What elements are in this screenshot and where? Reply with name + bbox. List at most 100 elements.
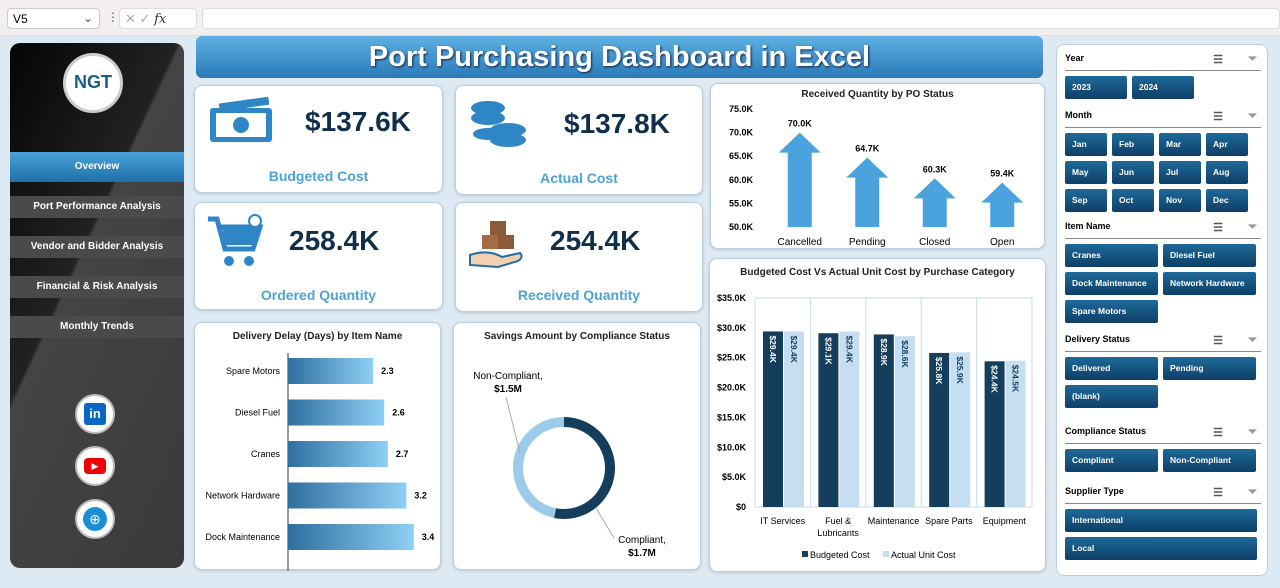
x-tick-label: Equipment bbox=[983, 516, 1027, 526]
clear-filter-icon[interactable]: ⏷ bbox=[1248, 53, 1257, 65]
slicer-item[interactable]: Feb bbox=[1112, 133, 1154, 156]
multi-select-icon[interactable]: ☰ bbox=[1213, 111, 1223, 123]
more-icon[interactable]: ⋮ bbox=[107, 10, 119, 24]
slicer-item[interactable]: Local bbox=[1065, 537, 1257, 560]
kpi-ordered-quantity: 258.4K Ordered Quantity bbox=[194, 202, 443, 310]
slicer-item[interactable]: Sep bbox=[1065, 189, 1107, 212]
slicer-items: 2023 2024 bbox=[1065, 76, 1194, 99]
nav-overview[interactable]: Overview bbox=[10, 152, 184, 182]
chart-title: Delivery Delay (Days) by Item Name bbox=[232, 331, 403, 342]
chevron-down-icon[interactable]: ⌄ bbox=[82, 11, 93, 25]
bar bbox=[1005, 360, 1026, 507]
cart-icon bbox=[208, 214, 264, 266]
leader-line bbox=[595, 507, 615, 539]
slicer-item[interactable]: Dec bbox=[1206, 189, 1248, 212]
clear-filter-icon[interactable]: ⏷ bbox=[1248, 426, 1257, 438]
coins-icon bbox=[471, 101, 526, 147]
slicer-item[interactable]: Spare Motors bbox=[1065, 300, 1158, 323]
arrow-bar bbox=[913, 178, 956, 227]
slicer-items: Compliant Non-Compliant bbox=[1065, 449, 1256, 472]
data-label: $24.5K bbox=[1011, 365, 1021, 393]
arrow-bar bbox=[778, 132, 821, 227]
multi-select-icon[interactable]: ☰ bbox=[1213, 54, 1223, 66]
chart-savings-compliance: Savings Amount by Compliance Status Non-… bbox=[453, 322, 701, 570]
clear-filter-icon[interactable]: ⏷ bbox=[1248, 334, 1257, 346]
y-tick-label: $25.0K bbox=[717, 353, 747, 363]
slice-name: Non-Compliant, bbox=[473, 371, 542, 382]
x-tick-label: Lubricants bbox=[817, 528, 859, 538]
slicer-item[interactable]: Cranes bbox=[1065, 244, 1158, 267]
youtube-icon[interactable]: ▶ bbox=[75, 446, 115, 486]
slicer-item[interactable]: Aug bbox=[1206, 161, 1248, 184]
fx-icon[interactable]: fx bbox=[154, 12, 167, 27]
cancel-icon[interactable]: ✕ bbox=[125, 11, 136, 26]
clear-filter-icon[interactable]: ⏷ bbox=[1248, 110, 1257, 122]
clear-filter-icon[interactable]: ⏷ bbox=[1248, 486, 1257, 498]
kpi-label: Received Quantity bbox=[517, 287, 641, 303]
leader-line bbox=[505, 396, 521, 454]
kpi-label: Actual Cost bbox=[540, 170, 618, 186]
slicer-item[interactable]: 2023 bbox=[1065, 76, 1127, 99]
multi-select-icon[interactable]: ☰ bbox=[1213, 427, 1223, 439]
linkedin-icon[interactable]: in bbox=[75, 394, 115, 434]
multi-select-icon[interactable]: ☰ bbox=[1213, 335, 1223, 347]
clear-filter-icon[interactable]: ⏷ bbox=[1248, 221, 1257, 233]
legend-label: Budgeted Cost bbox=[810, 550, 870, 560]
kpi-value: $137.6K bbox=[305, 106, 411, 137]
data-label: $25.8K bbox=[934, 357, 944, 385]
data-label: 60.3K bbox=[923, 164, 948, 174]
slicer-item[interactable]: Mar bbox=[1159, 133, 1201, 156]
x-tick-label: Maintenance bbox=[868, 516, 920, 526]
slicer-item[interactable]: Apr bbox=[1206, 133, 1248, 156]
y-tick-label: 70.0K bbox=[729, 128, 754, 138]
slicer-item[interactable]: Nov bbox=[1159, 189, 1201, 212]
x-tick-label: Pending bbox=[849, 237, 886, 248]
slicer-title: Delivery Status bbox=[1065, 334, 1131, 344]
web-icon[interactable]: ⊕ bbox=[75, 499, 115, 539]
slicer-item[interactable]: 2024 bbox=[1132, 76, 1194, 99]
nav-financial-risk[interactable]: Financial & Risk Analysis bbox=[10, 276, 184, 298]
nav-port-performance[interactable]: Port Performance Analysis bbox=[10, 196, 184, 218]
slicer-item[interactable]: Dock Maintenance bbox=[1065, 272, 1158, 295]
slicer-item[interactable]: Diesel Fuel bbox=[1163, 244, 1256, 267]
slicer-item[interactable]: May bbox=[1065, 161, 1107, 184]
slicer-item[interactable]: Network Hardware bbox=[1163, 272, 1256, 295]
slice-label: $1.5M bbox=[494, 384, 522, 395]
slicer-item[interactable]: Jan bbox=[1065, 133, 1107, 156]
enter-icon[interactable]: ✓ bbox=[139, 11, 151, 26]
donut-segment bbox=[513, 417, 565, 519]
slicer-item[interactable]: Pending bbox=[1163, 357, 1256, 380]
data-label: $29.4K bbox=[768, 335, 778, 363]
slicer-title: Month bbox=[1065, 110, 1092, 120]
x-tick-label: IT Services bbox=[760, 516, 805, 526]
y-tick-label: Dock Maintenance bbox=[205, 532, 280, 542]
page-title: Port Purchasing Dashboard in Excel bbox=[196, 36, 1043, 78]
slicer-item[interactable]: Delivered bbox=[1065, 357, 1158, 380]
legend-label: Actual Unit Cost bbox=[891, 550, 956, 560]
kpi-value: 258.4K bbox=[289, 225, 380, 256]
slicer-panel: Year ☰ ⏷ 2023 2024 Month ☰ ⏷ Jan Feb Mar Apr May Jun J… bbox=[1056, 44, 1268, 576]
kpi-label: Ordered Quantity bbox=[260, 287, 377, 303]
bar bbox=[894, 336, 915, 507]
bar bbox=[288, 358, 374, 384]
slicer-item[interactable]: Oct bbox=[1112, 189, 1154, 212]
chart-delivery-delay: Delivery Delay (Days) by Item Name Spare… bbox=[194, 322, 441, 571]
nav-monthly-trends[interactable]: Monthly Trends bbox=[10, 316, 184, 338]
slicer-title: Supplier Type bbox=[1065, 486, 1124, 496]
x-tick-label: Closed bbox=[919, 237, 950, 248]
name-box[interactable]: V5 ⌄ bbox=[7, 8, 100, 29]
slicer-item[interactable]: International bbox=[1065, 509, 1257, 532]
slicer-item[interactable]: Jun bbox=[1112, 161, 1154, 184]
multi-select-icon[interactable]: ☰ bbox=[1213, 222, 1223, 234]
slicer-item[interactable]: Non-Compliant bbox=[1163, 449, 1256, 472]
slicer-item[interactable]: (blank) bbox=[1065, 385, 1158, 408]
slicer-item[interactable]: Compliant bbox=[1065, 449, 1158, 472]
slicer-header-delivery-status: Delivery Status ☰ ⏷ bbox=[1065, 334, 1261, 352]
formula-input[interactable] bbox=[202, 8, 1280, 29]
slicer-item[interactable]: Jul bbox=[1159, 161, 1201, 184]
slicer-items: Delivered Pending (blank) bbox=[1065, 357, 1267, 408]
legend-swatch bbox=[883, 551, 889, 557]
multi-select-icon[interactable]: ☰ bbox=[1213, 487, 1223, 499]
y-tick-label: 55.0K bbox=[729, 198, 754, 208]
nav-vendor-bidder[interactable]: Vendor and Bidder Analysis bbox=[10, 236, 184, 258]
